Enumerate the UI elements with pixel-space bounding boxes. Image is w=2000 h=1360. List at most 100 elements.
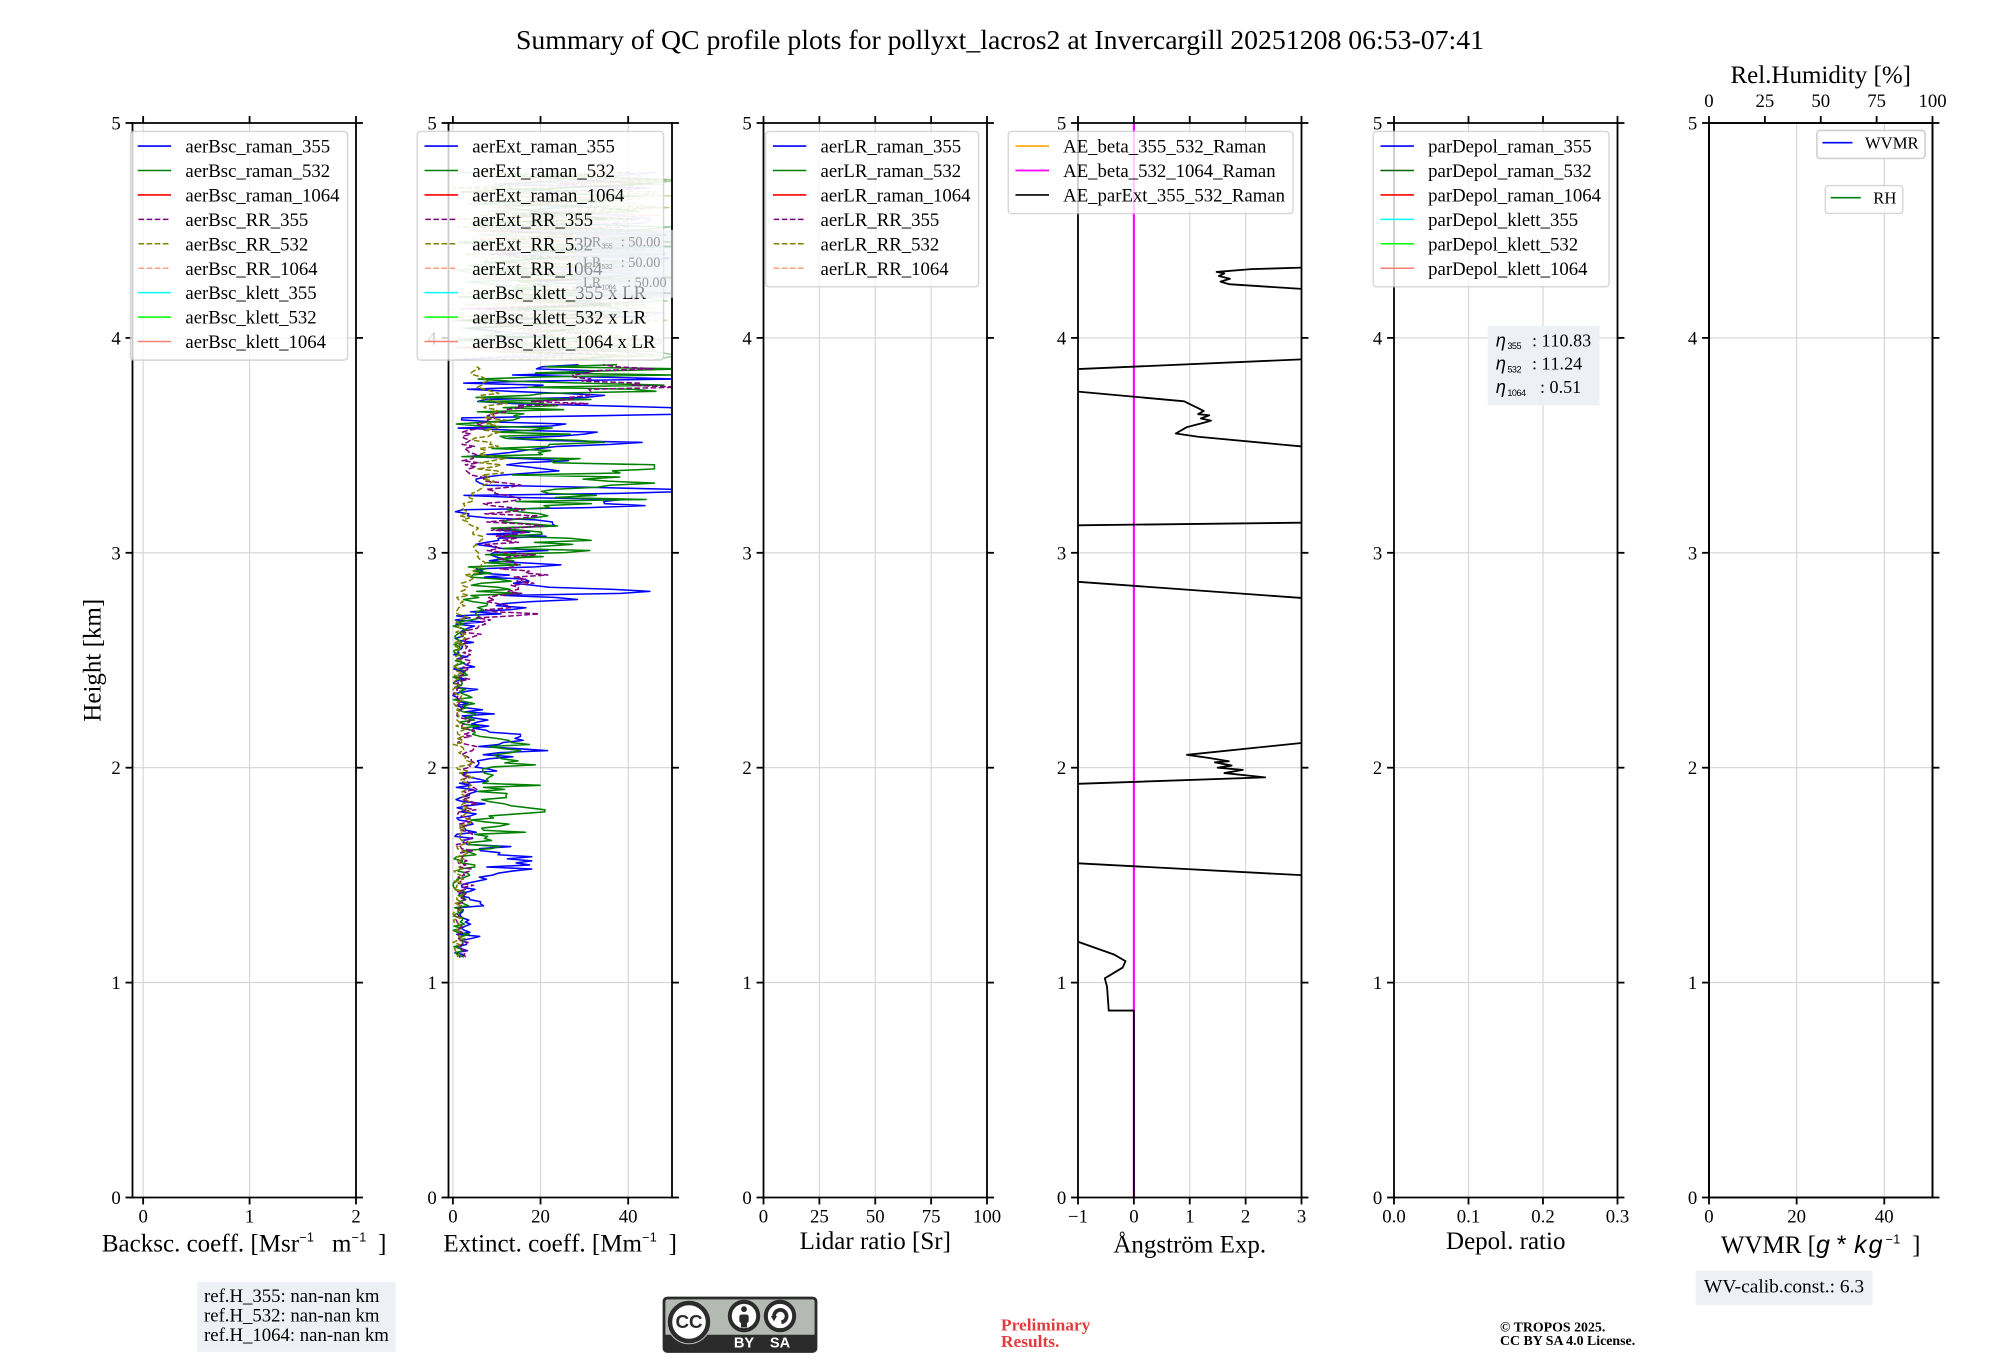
svg-text:1: 1: [1688, 973, 1697, 994]
svg-text:5: 5: [742, 114, 751, 135]
svg-text:Rel.Humidity [%]: Rel.Humidity [%]: [1730, 62, 1911, 89]
svg-text:4: 4: [111, 328, 121, 349]
svg-text:η 5 3 2: η 5 3 2 : 1 1 . 2 4: [1496, 349, 1582, 377]
svg-text:aerBsc_klett_1064: aerBsc_klett_1064: [185, 332, 326, 353]
svg-text:25: 25: [810, 1206, 829, 1227]
svg-text:aerBsc_RR_532: aerBsc_RR_532: [185, 234, 308, 255]
svg-text:ref.H_532: nan-nan km: ref.H_532: nan-nan km: [204, 1305, 380, 1326]
svg-text:3: 3: [111, 543, 120, 564]
svg-text:4: 4: [1057, 328, 1067, 349]
svg-text:0: 0: [742, 1188, 751, 1209]
svg-text:75: 75: [922, 1206, 941, 1227]
svg-text:aerLR_raman_1064: aerLR_raman_1064: [821, 185, 972, 206]
svg-text:100: 100: [1918, 91, 1946, 112]
svg-text:B a c k: B a c k s c . c o e f f . [ M s r m ] −: [102, 1222, 392, 1258]
svg-text:E x t i: E x t i n c t . c o e f f . [ M m ] − 1: [443, 1222, 682, 1258]
svg-text:2: 2: [351, 1206, 360, 1227]
svg-text:L R :: L R : 5 0 . 0 0 1 0 6 4: [583, 267, 672, 294]
svg-text:AE_beta_355_532_Raman: AE_beta_355_532_Raman: [1063, 137, 1267, 158]
svg-text:0: 0: [111, 1188, 120, 1209]
svg-text:1: 1: [111, 973, 120, 994]
svg-text:aerBsc_klett_532 x LR: aerBsc_klett_532 x LR: [472, 308, 646, 329]
svg-text:5: 5: [427, 114, 436, 135]
svg-text:aerExt_raman_1064: aerExt_raman_1064: [472, 185, 625, 206]
svg-text:0: 0: [1704, 1206, 1713, 1227]
svg-text:0.0: 0.0: [1382, 1206, 1405, 1227]
svg-text:aerExt_RR_532: aerExt_RR_532: [472, 234, 593, 255]
svg-text:4: 4: [742, 328, 752, 349]
svg-text:1: 1: [742, 973, 751, 994]
svg-text:4: 4: [1688, 328, 1698, 349]
svg-text:Summary of QC profile plots fo: Summary of QC profile plots for pollyxt_…: [516, 25, 1484, 56]
svg-text:aerBsc_klett_1064 x LR: aerBsc_klett_1064 x LR: [472, 332, 656, 353]
svg-text:0: 0: [1129, 1206, 1138, 1227]
svg-text:0.2: 0.2: [1531, 1206, 1554, 1227]
svg-text:aerBsc_klett_355: aerBsc_klett_355: [185, 283, 316, 304]
svg-text:0: 0: [1057, 1188, 1066, 1209]
svg-text:100: 100: [973, 1206, 1001, 1227]
svg-text:0: 0: [759, 1206, 768, 1227]
svg-text:5: 5: [1373, 114, 1382, 135]
svg-text:aerBsc_RR_1064: aerBsc_RR_1064: [185, 259, 318, 280]
svg-text:2: 2: [1241, 1206, 1250, 1227]
svg-text:0: 0: [448, 1206, 457, 1227]
svg-text:3: 3: [1373, 543, 1382, 564]
svg-text:parDepol_klett_532: parDepol_klett_532: [1428, 234, 1578, 255]
svg-text:parDepol_klett_1064: parDepol_klett_1064: [1428, 259, 1588, 280]
svg-text:0: 0: [427, 1188, 436, 1209]
svg-text:4: 4: [1373, 328, 1383, 349]
svg-text:parDepol_raman_355: parDepol_raman_355: [1428, 137, 1591, 158]
svg-text:1: 1: [1057, 973, 1066, 994]
svg-text:AE_beta_532_1064_Raman: AE_beta_532_1064_Raman: [1063, 161, 1276, 182]
svg-text:aerBsc_klett_532: aerBsc_klett_532: [185, 308, 316, 329]
svg-text:50: 50: [866, 1206, 885, 1227]
svg-text:0.3: 0.3: [1606, 1206, 1629, 1227]
svg-text:aerExt_RR_1064: aerExt_RR_1064: [472, 259, 603, 280]
svg-text:aerLR_raman_355: aerLR_raman_355: [821, 137, 962, 158]
svg-text:CC BY SA 4.0 License.: CC BY SA 4.0 License.: [1500, 1334, 1635, 1349]
svg-text:aerBsc_raman_355: aerBsc_raman_355: [185, 137, 330, 158]
svg-text:Lidar ratio [Sr]: Lidar ratio [Sr]: [800, 1228, 951, 1255]
svg-text:5: 5: [111, 114, 120, 135]
svg-text:2: 2: [427, 758, 436, 779]
svg-text:1: 1: [427, 973, 436, 994]
svg-text:2: 2: [111, 758, 120, 779]
svg-text:W V M R: W V M R [ ] g k g * − 1: [1721, 1223, 1926, 1259]
svg-text:WV-calib.const.: 6.3: WV-calib.const.: 6.3: [1704, 1276, 1864, 1297]
svg-text:aerLR_raman_532: aerLR_raman_532: [821, 161, 962, 182]
svg-text:0: 0: [1704, 91, 1713, 112]
svg-text:Depol. ratio: Depol. ratio: [1446, 1228, 1565, 1255]
svg-text:5: 5: [1057, 114, 1066, 135]
svg-text:AE_parExt_355_532_Raman: AE_parExt_355_532_Raman: [1063, 185, 1285, 206]
svg-text:40: 40: [619, 1206, 638, 1227]
svg-text:aerExt_raman_355: aerExt_raman_355: [472, 137, 615, 158]
svg-text:Preliminary: Preliminary: [1001, 1316, 1091, 1335]
svg-text:3: 3: [427, 543, 436, 564]
svg-text:0: 0: [138, 1206, 147, 1227]
svg-text:aerBsc_raman_532: aerBsc_raman_532: [185, 161, 330, 182]
svg-text:Results.: Results.: [1001, 1332, 1059, 1351]
svg-text:aerExt_raman_532: aerExt_raman_532: [472, 161, 615, 182]
svg-text:η 3 5 5: η 3 5 5 : 1 1 0 . 8 3: [1496, 326, 1591, 354]
svg-text:3: 3: [1057, 543, 1066, 564]
svg-text:20: 20: [1787, 1206, 1806, 1227]
svg-text:0: 0: [1373, 1188, 1382, 1209]
svg-text:Ångström Exp.: Ångström Exp.: [1113, 1231, 1266, 1258]
svg-text:2: 2: [1057, 758, 1066, 779]
svg-text:2: 2: [742, 758, 751, 779]
svg-text:0: 0: [1688, 1188, 1697, 1209]
svg-text:ref.H_355: nan-nan km: ref.H_355: nan-nan km: [204, 1286, 380, 1307]
svg-text:aerBsc_raman_1064: aerBsc_raman_1064: [185, 185, 340, 206]
svg-text:CC: CC: [675, 1311, 703, 1332]
svg-text:L R :: L R : 5 0 . 0 0 5 3 2: [583, 247, 666, 274]
svg-text:aerLR_RR_532: aerLR_RR_532: [821, 234, 940, 255]
svg-text:3: 3: [742, 543, 751, 564]
svg-text:5: 5: [1688, 114, 1697, 135]
svg-text:© TROPOS 2025.: © TROPOS 2025.: [1500, 1320, 1605, 1335]
svg-text:3: 3: [1297, 1206, 1306, 1227]
svg-text:50: 50: [1811, 91, 1830, 112]
svg-text:WVMR: WVMR: [1865, 133, 1920, 152]
svg-text:η 1 0 6: η 1 0 6 4 : 0 . 5 1: [1496, 373, 1581, 401]
svg-text:L R :: L R : 5 0 . 0 0 3 5 5: [583, 226, 666, 253]
svg-text:20: 20: [531, 1206, 550, 1227]
